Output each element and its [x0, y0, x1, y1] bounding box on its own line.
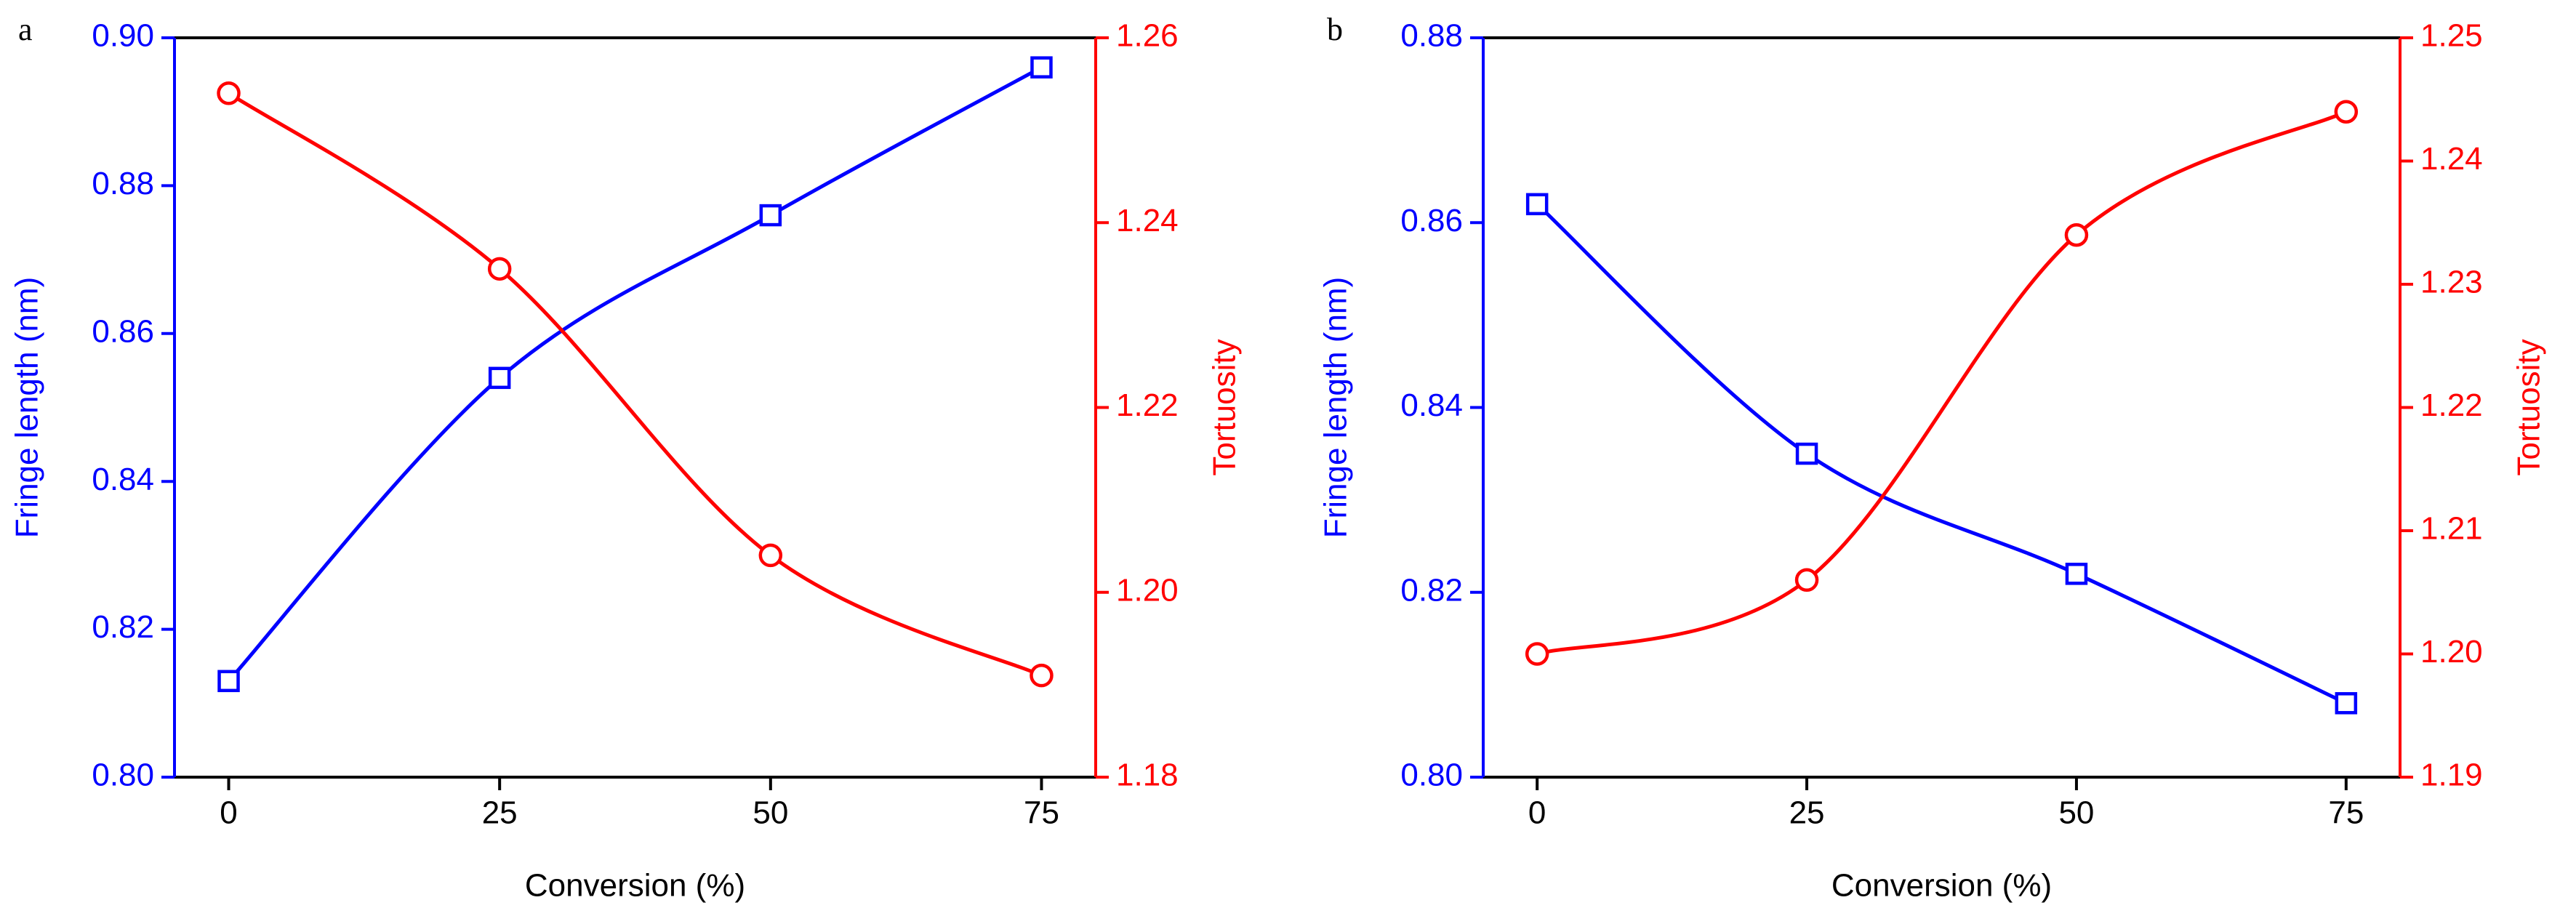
y2-tick-label: 1.24	[1116, 203, 1179, 238]
marker	[758, 543, 783, 568]
y-tick-label: 0.86	[1400, 203, 1463, 238]
y-tick-label: 0.84	[92, 462, 154, 497]
y2-axis-label: Tortuosity	[2511, 339, 2547, 475]
marker	[2065, 563, 2088, 585]
marker	[1525, 642, 1549, 666]
marker	[2335, 692, 2358, 715]
y-tick-label: 0.82	[1400, 572, 1463, 608]
marker	[2334, 100, 2359, 124]
y-axis-label: Fringe length (nm)	[1318, 277, 1354, 538]
y2-tick-label: 1.20	[1116, 572, 1179, 608]
marker	[1795, 442, 1818, 465]
panel-label: a	[18, 12, 33, 47]
y-tick-label: 0.88	[1400, 18, 1463, 54]
x-tick-label: 50	[2058, 795, 2094, 831]
marker	[217, 670, 240, 693]
marker	[1030, 663, 1054, 688]
y2-axis-label: Tortuosity	[1207, 339, 1243, 475]
x-tick-label: 25	[482, 795, 518, 831]
x-axis-label: Conversion (%)	[525, 868, 745, 904]
x-axis-label: Conversion (%)	[1831, 868, 2052, 904]
series-line	[1536, 110, 2347, 656]
y-tick-label: 0.86	[92, 313, 154, 349]
y-axis-label: Fringe length (nm)	[9, 277, 45, 538]
marker	[759, 204, 782, 227]
marker	[1525, 193, 1549, 216]
y2-tick-label: 1.21	[2420, 511, 2483, 547]
y2-tick-label: 1.26	[1116, 18, 1179, 54]
x-tick-label: 75	[2328, 795, 2364, 831]
y2-tick-label: 1.24	[2420, 141, 2483, 177]
series-line	[228, 92, 1043, 678]
y2-tick-label: 1.25	[2420, 18, 2483, 54]
y-tick-label: 0.84	[1400, 387, 1463, 423]
y2-tick-label: 1.22	[2420, 387, 2483, 423]
marker	[217, 81, 241, 105]
x-tick-label: 50	[753, 795, 788, 831]
x-tick-label: 0	[1528, 795, 1546, 831]
series-line	[227, 65, 1043, 683]
panel-label: b	[1327, 12, 1343, 47]
y2-tick-label: 1.18	[1116, 758, 1179, 793]
series-line	[1536, 202, 2347, 705]
x-tick-label: 75	[1024, 795, 1059, 831]
marker	[1794, 568, 1819, 592]
marker	[2064, 222, 2089, 247]
y2-tick-label: 1.20	[2420, 634, 2483, 670]
x-tick-label: 0	[220, 795, 237, 831]
marker	[1030, 56, 1053, 79]
y2-tick-label: 1.23	[2420, 265, 2483, 300]
y-tick-label: 0.80	[1400, 758, 1463, 793]
x-tick-label: 25	[1789, 795, 1825, 831]
y-tick-label: 0.82	[92, 609, 154, 645]
y2-tick-label: 1.22	[1116, 387, 1179, 423]
y-tick-label: 0.80	[92, 758, 154, 793]
y2-tick-label: 1.19	[2420, 758, 2483, 793]
y-tick-label: 0.88	[92, 166, 154, 201]
marker	[487, 257, 512, 281]
marker	[488, 366, 511, 390]
y-tick-label: 0.90	[92, 18, 154, 54]
